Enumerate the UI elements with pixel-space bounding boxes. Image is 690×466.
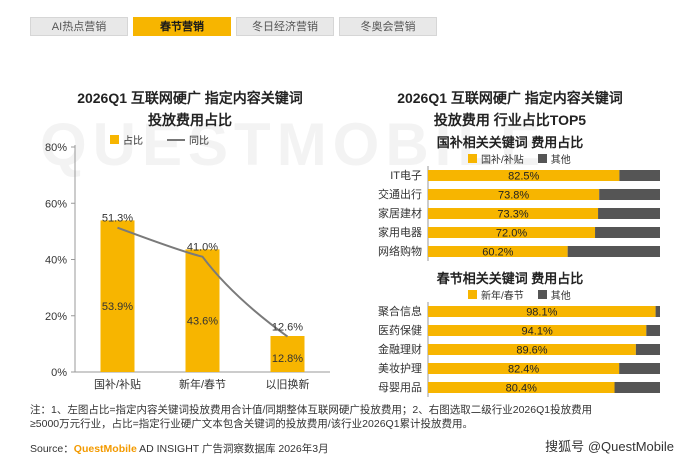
bar bbox=[270, 336, 305, 372]
yoy-line bbox=[117, 226, 289, 338]
bar-segment-other bbox=[595, 227, 660, 238]
bar-value-label: 89.6% bbox=[516, 345, 547, 357]
bar-segment-main bbox=[428, 189, 600, 200]
bar-value-label: 94.1% bbox=[522, 326, 553, 338]
bar-segment-main bbox=[428, 246, 568, 257]
line-value-label: 51.3% bbox=[102, 213, 133, 225]
bar-value-label: 12.8% bbox=[272, 353, 303, 365]
bar-value-label: 72.0% bbox=[496, 228, 527, 240]
bar-segment-other bbox=[635, 344, 660, 355]
bar-value-label: 43.6% bbox=[187, 316, 218, 328]
footnote-line2: ≥5000万元行业，占比=指定行业硬广文本包含关键词的投放费用/该行业2026Q… bbox=[30, 418, 474, 430]
category-label: 母婴用品 bbox=[378, 381, 422, 394]
source-line: Source：QuestMobile AD INSIGHT 广告洞察数据库 20… bbox=[30, 441, 329, 456]
right-chart-title-line1: 2026Q1 互联网硬广 指定内容关键词 bbox=[397, 90, 623, 106]
tab-winter-economy-marketing[interactable]: 冬日经济营销 bbox=[236, 17, 334, 36]
left-chart-title-line2: 投放费用占比 bbox=[148, 112, 232, 128]
legend-a-swatch bbox=[468, 154, 477, 163]
bottom-panel-title: 春节相关关键词 费用占比 bbox=[436, 271, 584, 286]
top-panel-legend: 国补/补贴 其他 bbox=[468, 151, 571, 166]
bar-segment-main bbox=[428, 382, 615, 393]
bar-segment-other bbox=[646, 325, 660, 336]
legend-line-swatch bbox=[167, 138, 185, 141]
footnote: 注：1、左图占比=指定内容关键词投放费用合计值/同期整体互联网硬广投放费用；2、… bbox=[30, 403, 670, 431]
y-tick-label: 80% bbox=[45, 142, 67, 154]
category-label: 家居建材 bbox=[378, 206, 422, 220]
watermark-text: QUESTMOBILE bbox=[40, 111, 547, 178]
y-tick-label: 60% bbox=[45, 198, 67, 210]
tab-spring-festival-marketing[interactable]: 春节营销 bbox=[133, 17, 231, 36]
bar-segment-main bbox=[428, 170, 620, 181]
source-prefix: Source： bbox=[30, 443, 74, 455]
source-rest: AD INSIGHT 广告洞察数据库 2026年3月 bbox=[136, 443, 329, 455]
bottom-panel-legend: 新年/春节 其他 bbox=[468, 287, 571, 302]
bar-segment-other bbox=[599, 189, 660, 200]
legend-bar-label: 占比 bbox=[123, 136, 143, 147]
y-tick-label: 20% bbox=[45, 311, 67, 323]
category-label: 聚合信息 bbox=[378, 304, 422, 318]
sohu-badge-handle: @QuestMobile bbox=[587, 439, 674, 454]
bar-value-label: 53.9% bbox=[102, 301, 133, 313]
category-label: IT电子 bbox=[390, 169, 422, 182]
legend-b-swatch bbox=[537, 290, 547, 299]
left-legend: 占比 同比 bbox=[110, 132, 209, 147]
x-tick-label: 国补/补贴 bbox=[94, 377, 141, 391]
top-legend-a: 国补/补贴 bbox=[481, 155, 524, 166]
bar-value-label: 60.2% bbox=[482, 247, 513, 259]
bar-segment-other bbox=[619, 170, 660, 181]
legend-bar-swatch bbox=[110, 135, 119, 144]
top-panel-title: 国补相关关键词 费用占比 bbox=[436, 135, 584, 150]
category-label: 网络购物 bbox=[378, 244, 422, 258]
bar bbox=[100, 220, 135, 372]
sohu-badge: 搜狐号 @QuestMobile bbox=[545, 436, 674, 455]
bar-value-label: 82.5% bbox=[508, 171, 539, 183]
line-value-label: 12.6% bbox=[272, 322, 303, 334]
bottom-legend-b: 其他 bbox=[550, 291, 571, 302]
sohu-badge-prefix: 搜狐号 bbox=[545, 439, 585, 454]
category-label: 交通出行 bbox=[378, 187, 422, 201]
tab-winter-olympics-marketing[interactable]: 冬奥会营销 bbox=[339, 17, 437, 36]
bar-value-label: 73.8% bbox=[498, 190, 529, 202]
top-legend-b: 其他 bbox=[550, 155, 571, 166]
tab-ai-marketing[interactable]: AI热点营销 bbox=[30, 17, 128, 36]
line-value-label: 41.0% bbox=[187, 242, 218, 254]
bar-segment-main bbox=[428, 306, 656, 317]
category-label: 医药保健 bbox=[378, 323, 422, 337]
left-chart-title-line1: 2026Q1 互联网硬广 指定内容关键词 bbox=[77, 90, 303, 106]
y-tick-label: 40% bbox=[45, 255, 67, 267]
bar-value-label: 98.1% bbox=[526, 307, 557, 319]
bar-segment-other bbox=[614, 382, 660, 393]
bar-segment-main bbox=[428, 344, 636, 355]
x-tick-label: 以旧换新 bbox=[266, 377, 310, 391]
bar-value-label: 82.4% bbox=[508, 364, 539, 376]
bar-segment-other bbox=[567, 246, 660, 257]
bar-segment-main bbox=[428, 208, 599, 219]
legend-line-label: 同比 bbox=[189, 136, 209, 147]
category-label: 家用电器 bbox=[378, 225, 422, 239]
legend-b-swatch bbox=[537, 154, 547, 163]
bar-segment-main bbox=[428, 227, 596, 238]
bar-segment-main bbox=[428, 325, 647, 336]
right-chart-title-line2: 投放费用 行业占比TOP5 bbox=[433, 112, 587, 128]
bar-segment-main bbox=[428, 363, 620, 374]
bar-segment-other bbox=[655, 306, 660, 317]
x-tick-label: 新年/春节 bbox=[179, 377, 226, 391]
bar-segment-other bbox=[598, 208, 660, 219]
tab-bar: AI热点营销 春节营销 冬日经济营销 冬奥会营销 bbox=[30, 17, 437, 36]
category-label: 金融理财 bbox=[378, 342, 422, 356]
bar-value-label: 80.4% bbox=[506, 383, 537, 395]
footnote-line1: 注：1、左图占比=指定内容关键词投放费用合计值/同期整体互联网硬广投放费用；2、… bbox=[30, 404, 593, 416]
legend-a-swatch bbox=[468, 290, 477, 299]
category-label: 美妆护理 bbox=[378, 361, 422, 375]
bar-segment-other bbox=[619, 363, 660, 374]
y-tick-label: 0% bbox=[51, 367, 67, 379]
source-brand: QuestMobile bbox=[73, 443, 137, 455]
bar-value-label: 73.3% bbox=[497, 209, 528, 221]
bottom-legend-a: 新年/春节 bbox=[481, 291, 524, 302]
